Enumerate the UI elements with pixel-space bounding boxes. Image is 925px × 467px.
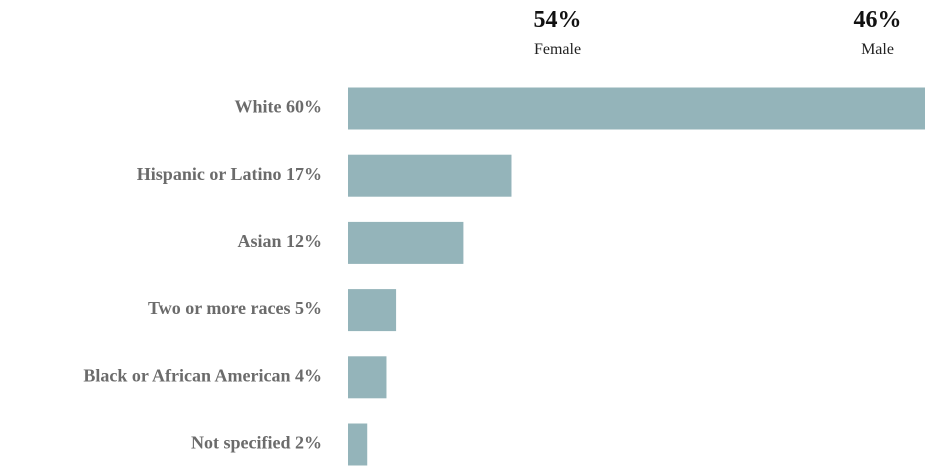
- category-label: Not specified 2%: [191, 433, 322, 453]
- male-percent: 46%: [853, 7, 902, 33]
- female-label: Female: [533, 41, 582, 58]
- bar-black-or-african-american: [348, 356, 387, 399]
- bar-hispanic-or-latino: [348, 154, 512, 197]
- category-label: White 60%: [235, 97, 323, 117]
- category-label: Black or African American 4%: [83, 365, 322, 385]
- bar-asian: [348, 221, 464, 264]
- category-label: Two or more races 5%: [148, 298, 322, 318]
- bar-two-or-more-races: [348, 289, 397, 332]
- male-label: Male: [861, 41, 894, 58]
- male-stat: 46% Male: [830, 6, 925, 61]
- bar-white: [348, 87, 925, 130]
- female-stat: 54% Female: [500, 6, 615, 61]
- bar-not-specified: [348, 423, 368, 466]
- female-percent: 54%: [533, 7, 582, 33]
- category-label: Hispanic or Latino 17%: [137, 164, 322, 184]
- category-label: Asian 12%: [237, 231, 322, 251]
